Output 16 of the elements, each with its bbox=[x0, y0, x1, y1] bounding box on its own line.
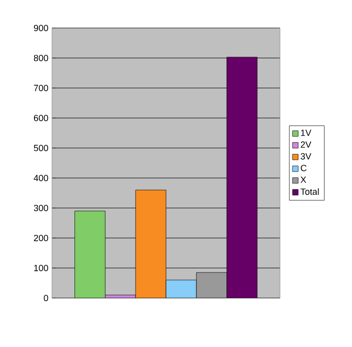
legend-label: 3V bbox=[300, 153, 312, 160]
y-tick-label: 700 bbox=[34, 84, 48, 92]
legend-label: 1V bbox=[301, 130, 312, 136]
y-tick-label: 100 bbox=[34, 264, 48, 272]
y-tick-label: 0 bbox=[44, 294, 48, 302]
y-tick-label: 400 bbox=[34, 174, 48, 182]
y-tick-label: 600 bbox=[34, 114, 48, 122]
legend-label: 2V bbox=[300, 141, 312, 148]
y-tick-label: 500 bbox=[34, 144, 48, 152]
y-tick-label: 200 bbox=[34, 234, 48, 242]
y-tick-label: 300 bbox=[34, 204, 48, 212]
legend-label: C bbox=[300, 164, 307, 172]
y-tick-label: 800 bbox=[34, 54, 48, 62]
legend-label: X bbox=[300, 176, 306, 183]
legend-label: Total bbox=[300, 188, 319, 195]
y-tick-label: 900 bbox=[34, 24, 48, 32]
